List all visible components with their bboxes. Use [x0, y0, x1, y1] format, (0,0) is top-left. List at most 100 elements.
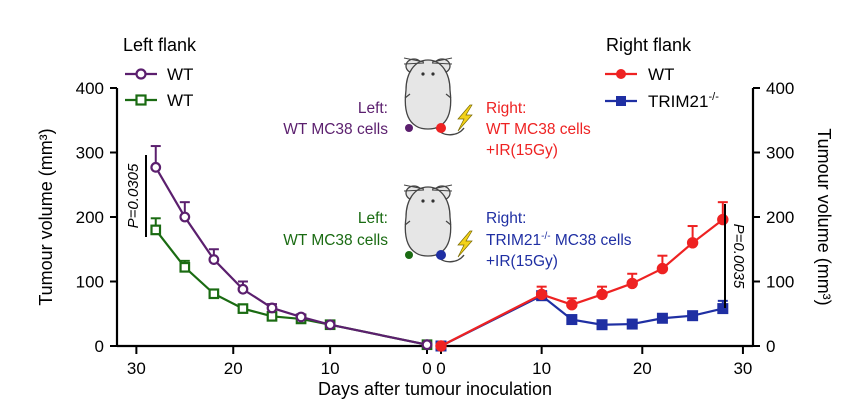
left-wt-point [266, 302, 278, 314]
right-legend-title: Right flank [606, 35, 692, 55]
right-tumour-dot [436, 123, 446, 133]
right-trim21-series [435, 290, 729, 352]
right-wt-point [626, 277, 638, 290]
legend-circle-marker [616, 69, 626, 79]
left-legend-title: Left flank [123, 35, 197, 55]
series-layer [150, 145, 729, 352]
legend-label-trim21-sup: -/- [708, 91, 719, 103]
left-legend-wt: WT [125, 65, 193, 84]
right-wt-point [686, 237, 699, 249]
trim21-sup: -/- [541, 231, 550, 242]
right-wt-series [435, 201, 729, 352]
top-left-label-1: Left: [358, 100, 388, 117]
left-wt-2-point [150, 224, 162, 236]
left-y-ticks: 0 100 200 300 400 [76, 79, 117, 356]
right-legend-wt: WT [605, 65, 674, 84]
lightning-icon [457, 230, 473, 258]
right-y-tick-label: 200 [766, 208, 794, 227]
right-wt-point [535, 288, 548, 301]
top-left-label-2: WT MC38 cells [283, 121, 388, 138]
mouse-schematic-bottom: Left: WT MC38 cells Right: TRIM21-/- MC3… [283, 184, 632, 270]
right-legend-trim21: TRIM21-/- [605, 91, 719, 111]
left-legend-wt-2: WT [125, 91, 193, 110]
trim21-text: TRIM21 [486, 232, 541, 249]
left-x-tick-label: 0 [422, 359, 431, 378]
right-trim21-point [717, 303, 729, 315]
left-wt-point [324, 319, 336, 331]
right-x-ticks: 0 10 20 30 [436, 346, 752, 378]
right-trim21-point [566, 314, 578, 326]
right-trim21-point [596, 319, 608, 331]
right-y-axis-title: Tumour volume (mm³) [814, 128, 834, 305]
top-right-label-3: +IR(15Gy) [486, 142, 558, 159]
right-trim21-point [656, 312, 668, 324]
left-p-value: P=0.0305 [125, 163, 142, 228]
left-x-tick-label: 20 [224, 359, 243, 378]
left-y-axis-title: Tumour volume (mm³) [36, 128, 56, 305]
legend-label-wt-left: WT [167, 65, 193, 84]
right-y-tick-label: 400 [766, 79, 794, 98]
legend-square-marker [135, 94, 147, 106]
right-y-tick-label: 100 [766, 273, 794, 292]
legend-label-trim21: TRIM21-/- [648, 91, 719, 111]
right-wt-point [566, 299, 578, 311]
right-wt-point [596, 288, 608, 301]
mouse-icon [403, 57, 465, 136]
legend-square-marker [616, 96, 626, 106]
right-x-tick-label: 30 [733, 359, 752, 378]
right-trim21-line [440, 294, 724, 347]
bottom-right-label-1: Right: [486, 210, 527, 227]
left-x-ticks: 30 20 10 0 [127, 346, 432, 378]
mouse-schematic-top: Left: WT MC38 cells Right: WT MC38 cells… [283, 57, 591, 159]
left-wt-series [150, 145, 433, 351]
right-x-tick-label: 0 [436, 359, 445, 378]
left-wt-point [295, 311, 307, 323]
top-right-label-1: Right: [486, 100, 527, 117]
legend-circle-marker [135, 68, 147, 80]
left-tumour-dot [405, 251, 413, 259]
right-wt-point [656, 262, 669, 275]
mc38-cells-text: MC38 cells [551, 232, 632, 249]
right-y-ticks: 0 100 200 300 400 [753, 79, 794, 356]
left-y-tick-label: 400 [76, 79, 104, 98]
right-trim21-point [626, 318, 638, 330]
left-wt-point [237, 283, 249, 295]
left-significance-bracket: P=0.0305 [125, 155, 147, 237]
left-x-tick-label: 30 [127, 359, 146, 378]
x-axis-title: Days after tumour inoculation [318, 379, 552, 399]
bottom-right-label-3: +IR(15Gy) [486, 253, 558, 270]
left-wt-point [208, 254, 220, 265]
right-wt-point [717, 213, 729, 226]
left-wt-2-point [266, 310, 278, 322]
left-wt-point [150, 161, 162, 173]
right-x-tick-label: 20 [633, 359, 652, 378]
mouse-icon [403, 184, 465, 263]
left-x-tick-label: 10 [321, 359, 340, 378]
right-p-value: P=0.0035 [730, 224, 747, 289]
left-wt-2-point [208, 288, 220, 300]
legend-label-trim21-name: TRIM21 [648, 92, 708, 111]
left-wt-2-point [179, 261, 191, 273]
left-y-tick-label: 0 [95, 337, 104, 356]
left-y-tick-label: 300 [76, 144, 104, 163]
left-wt-point [179, 211, 191, 223]
bottom-left-label-2: WT MC38 cells [283, 232, 388, 249]
right-trim21-point [687, 310, 699, 322]
left-tumour-dot [405, 124, 413, 132]
left-wt-point [421, 339, 433, 351]
right-significance-bracket: P=0.0035 [724, 204, 747, 308]
right-tumour-dot [436, 250, 446, 260]
right-y-tick-label: 0 [766, 337, 775, 356]
right-x-tick-label: 10 [532, 359, 551, 378]
left-y-tick-label: 200 [76, 208, 104, 227]
bottom-right-label-2: TRIM21-/- MC38 cells [486, 231, 632, 249]
legend-label-wt-left-2: WT [167, 91, 193, 110]
right-y-tick-label: 300 [766, 144, 794, 163]
right-wt-point [435, 340, 447, 352]
legend-label-wt-right: WT [648, 65, 674, 84]
lightning-icon [457, 104, 473, 132]
bottom-left-label-1: Left: [358, 210, 388, 227]
left-y-tick-label: 100 [76, 273, 104, 292]
top-right-label-2: WT MC38 cells [486, 121, 591, 138]
